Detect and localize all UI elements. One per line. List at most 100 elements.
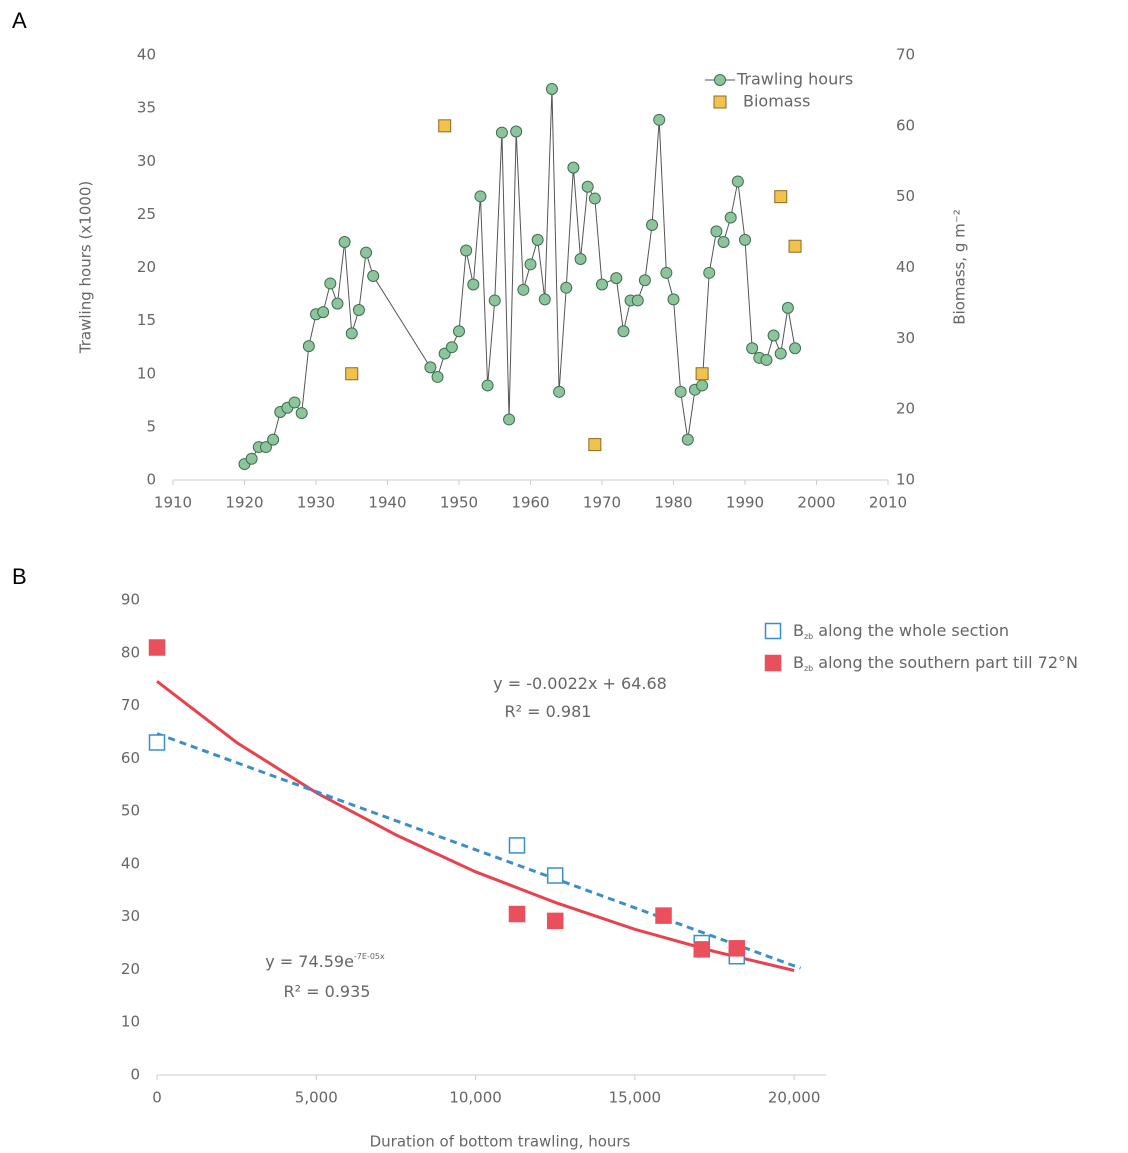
data-point: [495, 126, 508, 139]
panel-label: A: [12, 8, 27, 33]
data-point: [524, 258, 537, 271]
y-tick-label: 30: [137, 152, 156, 170]
y-axis-title: Trawling hours (x1000): [77, 181, 95, 354]
data-point: [667, 293, 680, 306]
y2-tick-label: 30: [896, 329, 915, 347]
data-point: [538, 293, 551, 306]
data-point: [331, 297, 344, 310]
y-tick-label: 60: [121, 749, 140, 767]
panel-label: B: [12, 564, 27, 589]
data-point: [739, 233, 751, 246]
legend-label-part: zb: [804, 632, 813, 641]
y-tick-label: 0: [146, 471, 156, 489]
x-tick-label: 0: [152, 1089, 162, 1107]
data-point: [588, 438, 602, 452]
x-tick-label: 1980: [654, 494, 692, 512]
data-point: [728, 940, 746, 957]
x-tick-label: 1970: [583, 494, 621, 512]
data-point: [560, 281, 573, 294]
x-tick-label: 1940: [368, 494, 406, 512]
annotation-text: R² = 0.935: [284, 982, 371, 1001]
annotation: y = -0.0022x + 64.68: [493, 674, 667, 693]
y2-tick-label: 50: [896, 187, 915, 205]
data-point: [546, 912, 564, 930]
x-tick-label: 1960: [511, 494, 549, 512]
data-point: [510, 125, 523, 138]
data-point: [774, 190, 788, 204]
y-tick-label: 15: [137, 311, 156, 329]
data-point: [760, 353, 773, 366]
y2-tick-label: 10: [896, 471, 915, 489]
annotation-superscript: -7E-05x: [354, 952, 385, 961]
data-point: [767, 329, 780, 342]
y-tick-label: 5: [146, 417, 156, 435]
y-tick-label: 70: [121, 696, 140, 714]
data-point: [638, 274, 651, 287]
data-point: [517, 283, 530, 296]
data-point: [488, 294, 501, 307]
data-point: [574, 253, 587, 265]
y2-axis-title: Biomass, g m⁻²: [951, 209, 969, 324]
data-point: [781, 301, 794, 314]
data-point: [424, 361, 437, 374]
legend-label: Bzb along the whole section: [793, 621, 1009, 641]
y-tick-label: 30: [121, 907, 140, 925]
x-axis-title: Duration of bottom trawling, hours: [370, 1133, 631, 1151]
data-point: [360, 246, 373, 259]
data-point: [695, 367, 709, 381]
data-point: [324, 277, 337, 290]
data-point: [681, 433, 694, 446]
data-point: [655, 907, 672, 924]
data-point: [531, 233, 544, 246]
x-tick-label: 2000: [797, 494, 835, 512]
x-tick-label: 2010: [869, 494, 907, 512]
trendline: [156, 732, 802, 970]
data-point: [631, 294, 644, 307]
data-point: [660, 266, 673, 279]
y2-tick-label: 70: [896, 46, 915, 64]
data-point: [481, 379, 494, 392]
data-point: [474, 190, 487, 203]
data-point: [653, 113, 666, 126]
data-point: [696, 379, 709, 392]
data-point: [445, 341, 458, 354]
legend-label: Biomass: [743, 92, 810, 111]
data-point: [508, 837, 526, 854]
data-point: [352, 304, 365, 316]
y-tick-label: 40: [121, 854, 140, 872]
annotation-text: R² = 0.981: [505, 702, 592, 721]
data-point: [646, 219, 659, 231]
legend-symbol: [713, 95, 727, 109]
annotation: y = 74.59e-7E-05x: [265, 952, 385, 971]
data-point: [438, 119, 452, 133]
data-point: [610, 272, 623, 285]
data-point: [693, 941, 711, 958]
data-point: [553, 385, 566, 398]
annotation-text: y = -0.0022x + 64.68: [493, 674, 667, 693]
data-point: [288, 396, 301, 409]
data-point: [345, 367, 359, 381]
legend-label-part: along the whole section: [818, 621, 1009, 640]
data-point: [367, 270, 380, 282]
y-tick-label: 50: [121, 802, 140, 820]
data-point: [245, 452, 258, 465]
data-point: [703, 266, 716, 279]
legend-label-part: B: [793, 621, 804, 640]
data-point: [148, 734, 166, 751]
legend-symbol: [764, 622, 782, 640]
data-point: [317, 306, 330, 319]
data-point: [259, 441, 272, 454]
y2-tick-label: 40: [896, 258, 915, 276]
legend-symbol: [714, 74, 726, 86]
data-point: [774, 347, 787, 360]
y-tick-label: 10: [121, 1013, 140, 1031]
legend-symbol: [764, 654, 782, 672]
y-tick-label: 80: [121, 643, 140, 661]
data-point: [545, 83, 558, 95]
x-tick-label: 1920: [225, 494, 263, 512]
y-tick-label: 40: [137, 46, 156, 64]
legend-label: Bzb along the southern part till 72°N: [793, 653, 1078, 673]
x-tick-label: 10,000: [449, 1089, 502, 1107]
x-tick-label: 1910: [154, 494, 192, 512]
annotation: R² = 0.981: [505, 702, 592, 721]
